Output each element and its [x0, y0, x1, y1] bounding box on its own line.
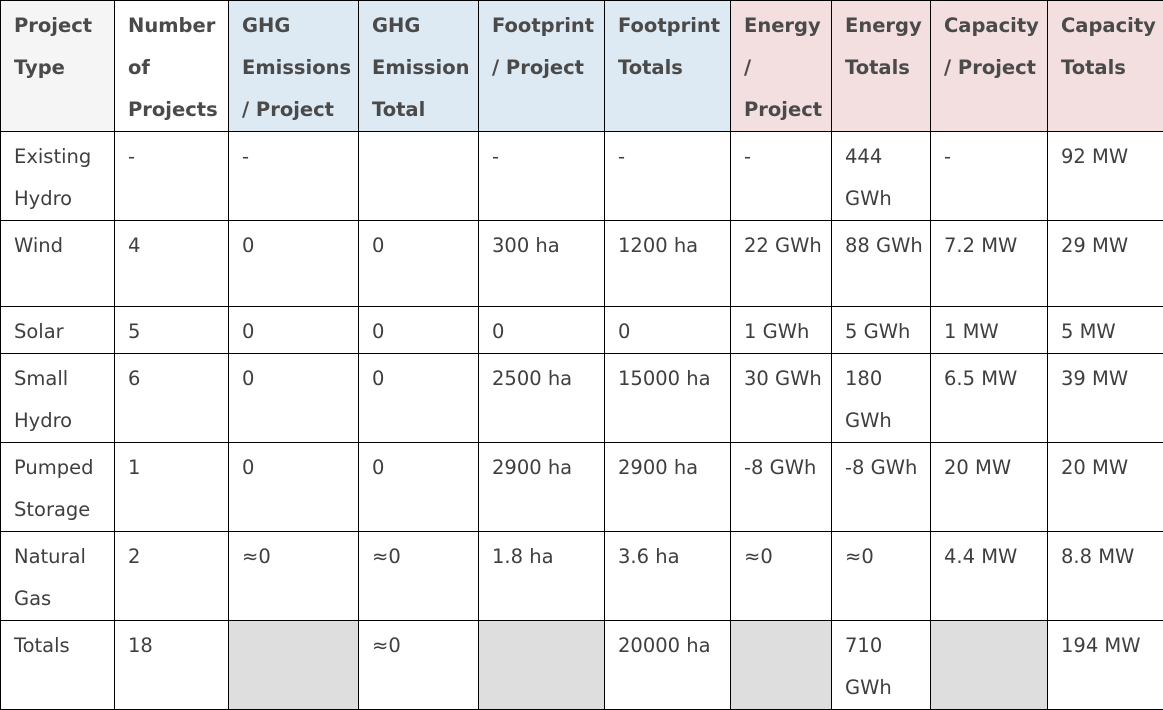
- header-capacity-totals: Capacity Totals: [1048, 1, 1163, 132]
- table-cell: [479, 621, 605, 710]
- table-cell: -8 GWh: [832, 443, 931, 532]
- table-cell: 0: [229, 443, 359, 532]
- table-cell: [229, 621, 359, 710]
- header-capacity-per-project: Capacity / Project: [931, 1, 1048, 132]
- table-cell: 0: [229, 307, 359, 354]
- table-cell: 92 MW: [1048, 132, 1163, 221]
- header-energy-totals: Energy Totals: [832, 1, 931, 132]
- table-cell: [359, 132, 479, 221]
- table-cell: ≈0: [731, 532, 832, 621]
- header-number-of-projects: Number of Projects: [115, 1, 229, 132]
- row-label-cell: Pumped Storage: [1, 443, 115, 532]
- table-cell: 0: [359, 221, 479, 307]
- table-cell: 194 MW: [1048, 621, 1163, 710]
- table-cell: ≈0: [229, 532, 359, 621]
- row-label-cell: Totals: [1, 621, 115, 710]
- table-cell: 8.8 MW: [1048, 532, 1163, 621]
- table-cell: 1 MW: [931, 307, 1048, 354]
- table-cell: 30 GWh: [731, 354, 832, 443]
- row-label-cell: Existing Hydro: [1, 132, 115, 221]
- table-cell: 2: [115, 532, 229, 621]
- table-cell: 20 MW: [931, 443, 1048, 532]
- table-cell: 20000 ha: [605, 621, 731, 710]
- table-cell: -: [229, 132, 359, 221]
- table-cell: -8 GWh: [731, 443, 832, 532]
- header-project-type: Project Type: [1, 1, 115, 132]
- table-cell: ≈0: [359, 532, 479, 621]
- table-cell: [931, 621, 1048, 710]
- row-label-cell: Natural Gas: [1, 532, 115, 621]
- header-footprint-totals: Footprint Totals: [605, 1, 731, 132]
- row-label-cell: Solar: [1, 307, 115, 354]
- table-cell: 2900 ha: [479, 443, 605, 532]
- table-cell: 444 GWh: [832, 132, 931, 221]
- table-cell: 5: [115, 307, 229, 354]
- header-row: Project Type Number of Projects GHG Emis…: [1, 1, 1163, 132]
- table-cell: 4.4 MW: [931, 532, 1048, 621]
- header-ghg-emission-total: GHG Emission Total: [359, 1, 479, 132]
- table-cell: 5 MW: [1048, 307, 1163, 354]
- table-cell: -: [731, 132, 832, 221]
- header-ghg-emissions-per-project: GHG Emissions / Project: [229, 1, 359, 132]
- table-cell: 0: [229, 354, 359, 443]
- table-cell: 1 GWh: [731, 307, 832, 354]
- header-footprint-per-project: Footprint / Project: [479, 1, 605, 132]
- table-cell: 5 GWh: [832, 307, 931, 354]
- table-cell: 2500 ha: [479, 354, 605, 443]
- table-cell: -: [479, 132, 605, 221]
- table-cell: 1200 ha: [605, 221, 731, 307]
- table-cell: ≈0: [832, 532, 931, 621]
- table-cell: 710 GWh: [832, 621, 931, 710]
- row-label-cell: Small Hydro: [1, 354, 115, 443]
- table-cell: -: [605, 132, 731, 221]
- table-cell: 20 MW: [1048, 443, 1163, 532]
- table-cell: 4: [115, 221, 229, 307]
- row-label-cell: Wind: [1, 221, 115, 307]
- table-cell: 7.2 MW: [931, 221, 1048, 307]
- table-cell: 29 MW: [1048, 221, 1163, 307]
- table-cell: 1: [115, 443, 229, 532]
- table-cell: 15000 ha: [605, 354, 731, 443]
- table-cell: 39 MW: [1048, 354, 1163, 443]
- table-cell: 0: [229, 221, 359, 307]
- table-cell: 180 GWh: [832, 354, 931, 443]
- table-cell: 0: [605, 307, 731, 354]
- table-cell: 6.5 MW: [931, 354, 1048, 443]
- header-energy-per-project: Energy / Project: [731, 1, 832, 132]
- table-cell: -: [115, 132, 229, 221]
- table-cell: 2900 ha: [605, 443, 731, 532]
- table-cell: ≈0: [359, 621, 479, 710]
- table-cell: 88 GWh: [832, 221, 931, 307]
- table-cell: 0: [359, 443, 479, 532]
- table-cell: 0: [359, 307, 479, 354]
- table-cell: 3.6 ha: [605, 532, 731, 621]
- table-cell: 6: [115, 354, 229, 443]
- table-cell: 22 GWh: [731, 221, 832, 307]
- table-cell: 300 ha: [479, 221, 605, 307]
- table-cell: 0: [479, 307, 605, 354]
- table-cell: 0: [359, 354, 479, 443]
- table-row: Existing Hydro-----444 GWh-92 MW: [1, 132, 1163, 221]
- table-cell: 1.8 ha: [479, 532, 605, 621]
- table-cell: -: [931, 132, 1048, 221]
- table-cell: 18: [115, 621, 229, 710]
- table-cell: [731, 621, 832, 710]
